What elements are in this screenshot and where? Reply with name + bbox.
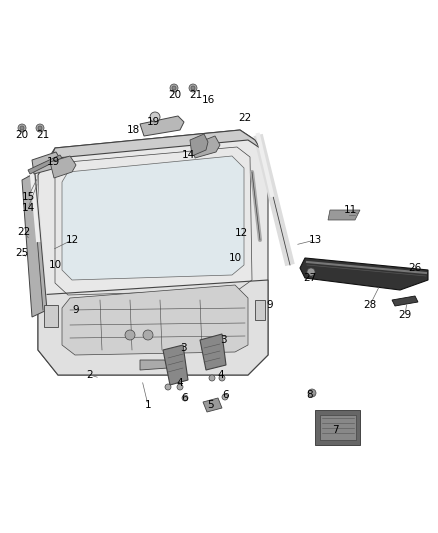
Polygon shape — [38, 130, 268, 375]
Circle shape — [308, 389, 316, 397]
Polygon shape — [315, 410, 360, 445]
Polygon shape — [200, 334, 226, 370]
Polygon shape — [28, 155, 62, 174]
Text: 4: 4 — [177, 378, 184, 388]
Circle shape — [18, 124, 26, 132]
Text: 9: 9 — [73, 305, 79, 315]
Polygon shape — [50, 156, 76, 178]
Text: 22: 22 — [238, 113, 251, 123]
Text: 12: 12 — [234, 228, 247, 238]
Text: 19: 19 — [46, 157, 60, 167]
Text: 10: 10 — [49, 260, 62, 270]
Text: 11: 11 — [343, 205, 357, 215]
Polygon shape — [328, 210, 360, 220]
Text: 2: 2 — [87, 370, 93, 380]
Polygon shape — [192, 136, 220, 158]
Text: 15: 15 — [21, 192, 35, 202]
Circle shape — [165, 384, 171, 390]
Text: 21: 21 — [36, 130, 49, 140]
Text: 27: 27 — [304, 273, 317, 283]
Text: 5: 5 — [208, 400, 214, 410]
Polygon shape — [38, 280, 268, 375]
Text: 26: 26 — [408, 263, 422, 273]
FancyBboxPatch shape — [255, 300, 265, 320]
Circle shape — [307, 268, 315, 276]
FancyBboxPatch shape — [44, 305, 58, 327]
Polygon shape — [48, 130, 260, 165]
Polygon shape — [392, 296, 418, 306]
Circle shape — [150, 112, 160, 122]
Circle shape — [20, 126, 24, 130]
Text: 25: 25 — [15, 248, 28, 258]
Text: 12: 12 — [65, 235, 79, 245]
Text: 21: 21 — [189, 90, 203, 100]
Text: 10: 10 — [229, 253, 242, 263]
Circle shape — [38, 126, 42, 130]
Text: 6: 6 — [223, 390, 230, 400]
Text: 18: 18 — [127, 125, 140, 135]
Polygon shape — [62, 285, 248, 355]
Circle shape — [219, 375, 225, 381]
Circle shape — [177, 384, 183, 390]
Text: 14: 14 — [21, 203, 35, 213]
Text: 4: 4 — [218, 370, 224, 380]
Text: 20: 20 — [169, 90, 182, 100]
Text: 20: 20 — [15, 130, 28, 140]
Polygon shape — [163, 345, 188, 385]
Circle shape — [170, 84, 178, 92]
Circle shape — [222, 394, 228, 400]
Polygon shape — [140, 360, 168, 370]
Polygon shape — [62, 156, 244, 280]
Polygon shape — [203, 398, 222, 412]
Text: 16: 16 — [201, 95, 215, 105]
Text: 7: 7 — [332, 425, 338, 435]
Text: 14: 14 — [181, 150, 194, 160]
Polygon shape — [32, 152, 62, 174]
Text: 3: 3 — [220, 335, 226, 345]
Text: 28: 28 — [364, 300, 377, 310]
Polygon shape — [300, 258, 428, 290]
Circle shape — [189, 84, 197, 92]
Text: 19: 19 — [146, 117, 159, 127]
Circle shape — [172, 86, 176, 90]
Text: 29: 29 — [399, 310, 412, 320]
Circle shape — [125, 330, 135, 340]
Circle shape — [209, 375, 215, 381]
Text: 6: 6 — [182, 393, 188, 403]
Text: 9: 9 — [267, 300, 273, 310]
Polygon shape — [190, 134, 208, 156]
Polygon shape — [320, 415, 356, 440]
Circle shape — [143, 330, 153, 340]
Text: 13: 13 — [308, 235, 321, 245]
Circle shape — [36, 124, 44, 132]
Circle shape — [182, 395, 188, 401]
Polygon shape — [22, 173, 47, 317]
Circle shape — [191, 86, 195, 90]
Text: 8: 8 — [307, 390, 313, 400]
Text: 1: 1 — [145, 400, 151, 410]
Text: 3: 3 — [180, 343, 186, 353]
Polygon shape — [140, 116, 184, 136]
Text: 22: 22 — [18, 227, 31, 237]
